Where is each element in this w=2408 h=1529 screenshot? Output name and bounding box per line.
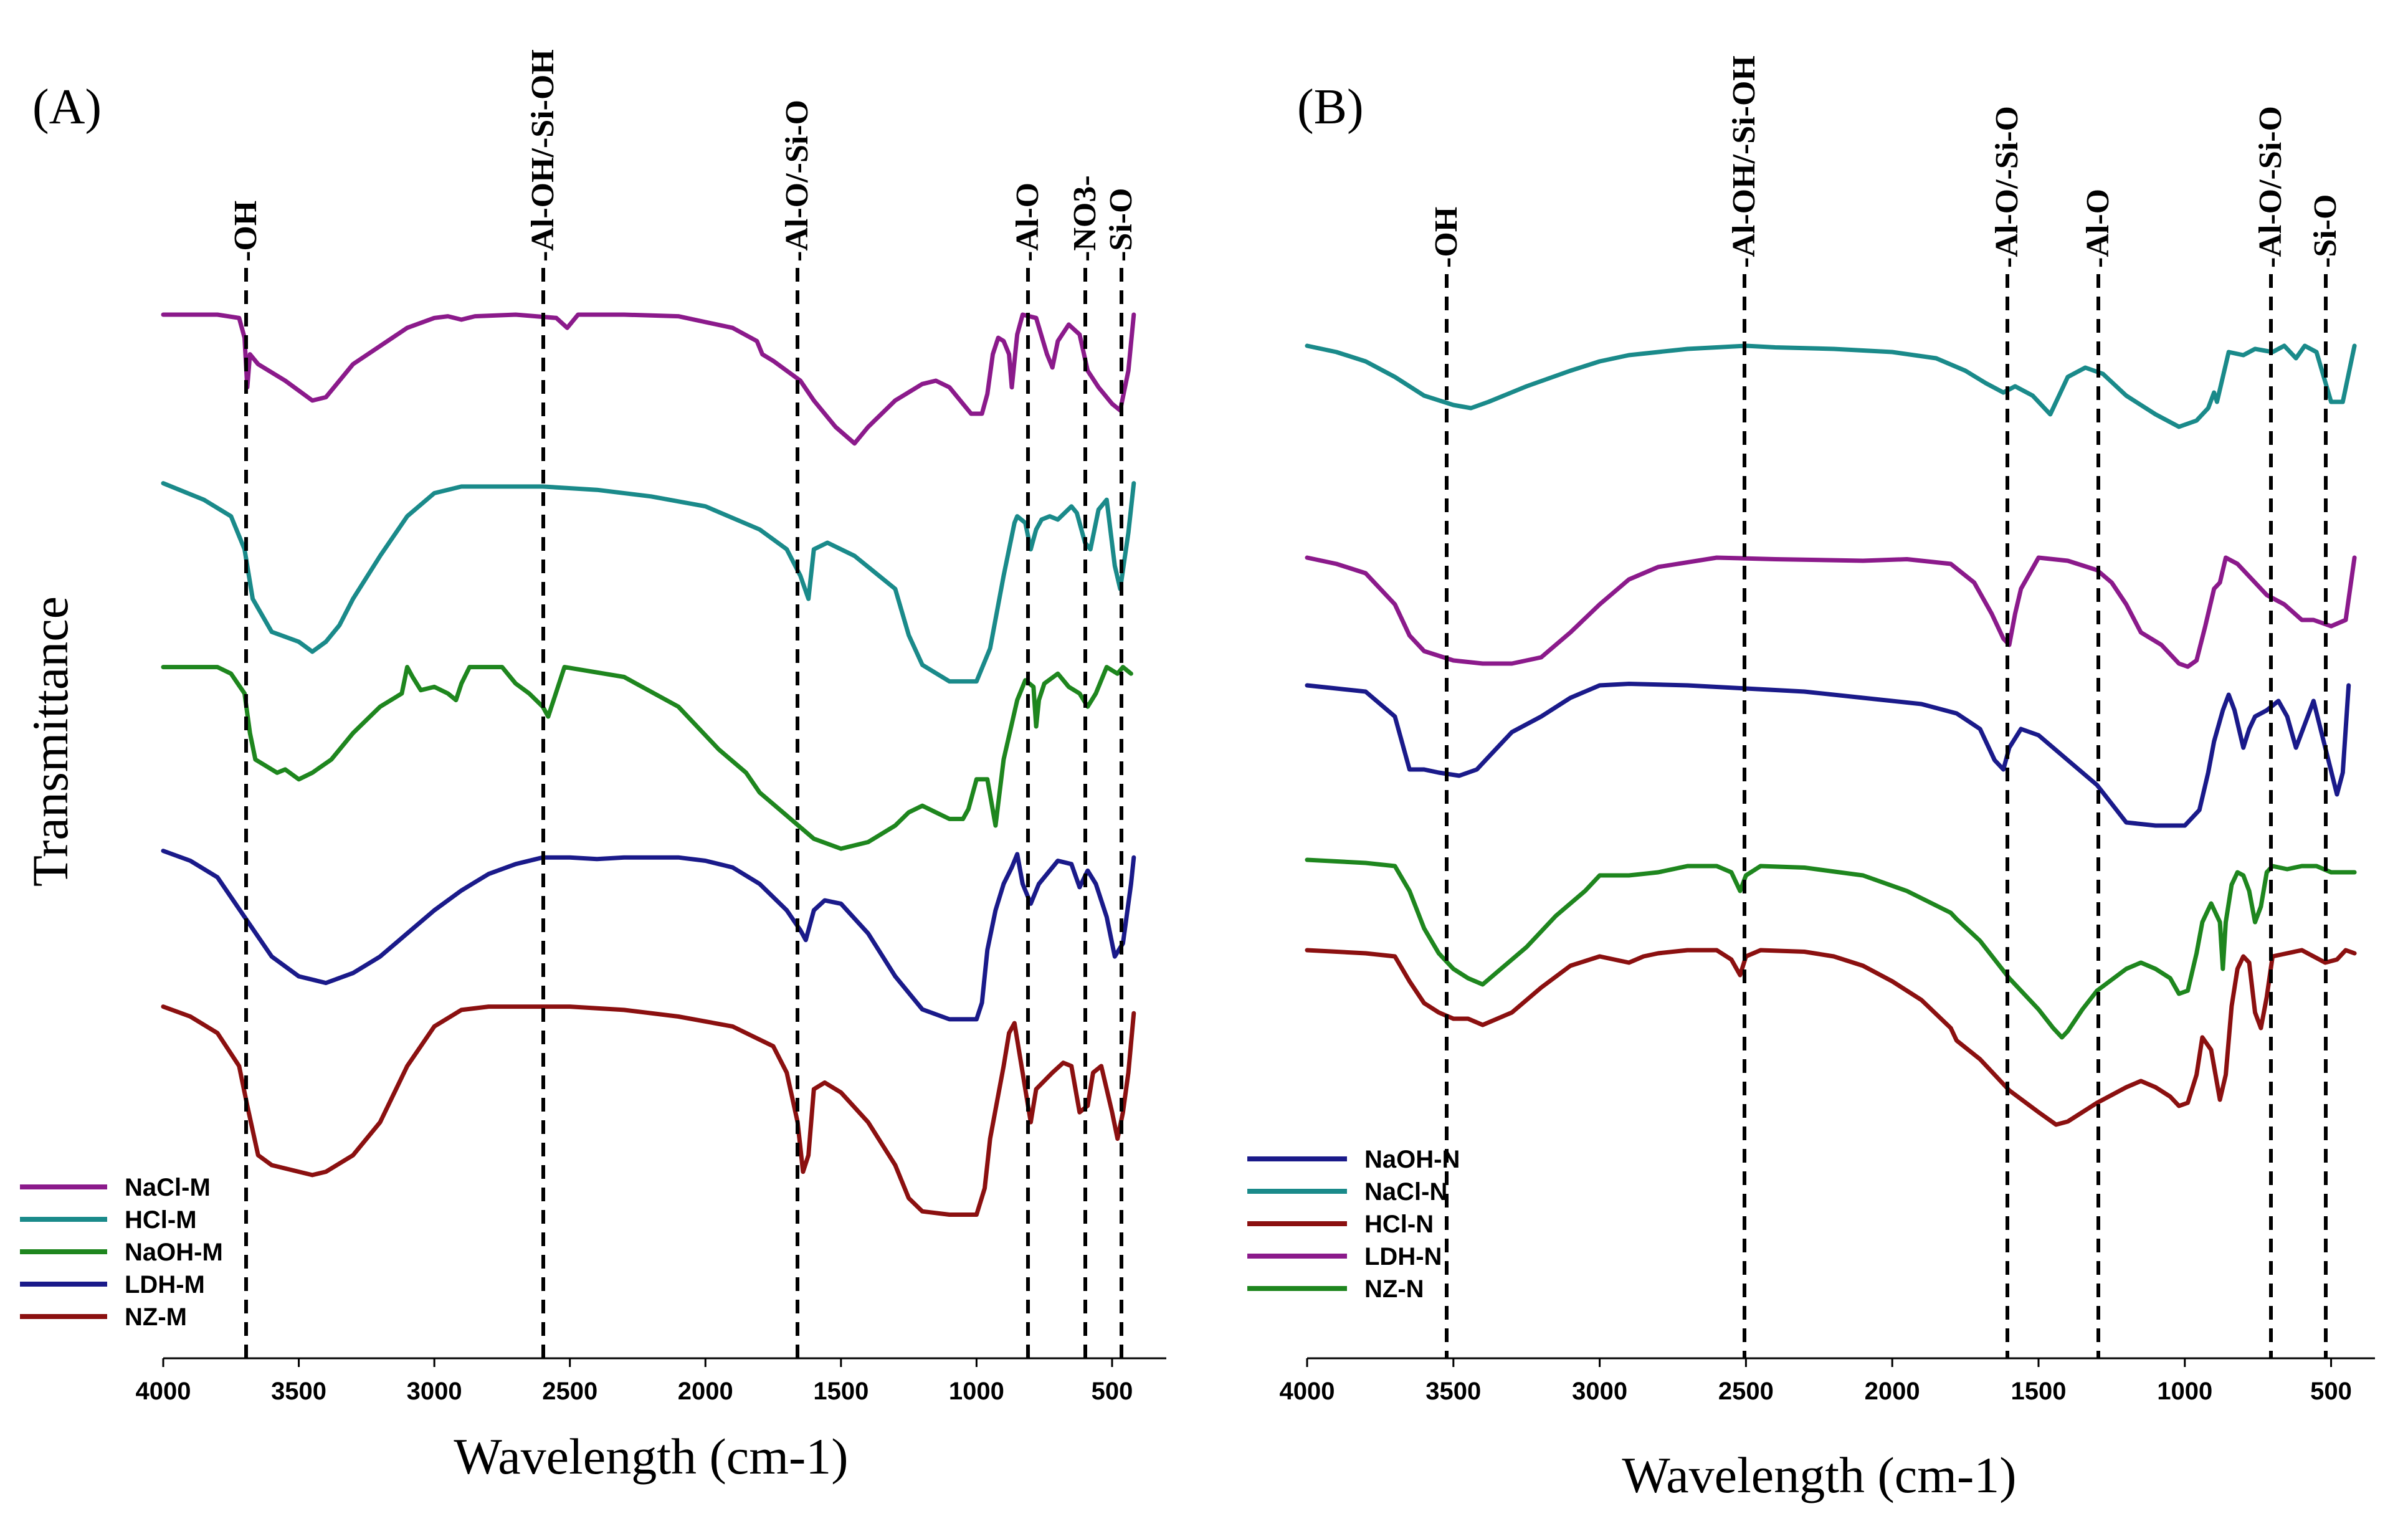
legend-label: NaCl-M: [125, 1174, 211, 1201]
annotation-label: -Si-O: [2308, 194, 2343, 268]
legend-label: LDH-M: [125, 1271, 205, 1298]
annotation-label: -Al-O/-Si-O: [2253, 106, 2288, 268]
x-tick-label: 1000: [2157, 1378, 2212, 1405]
x-tick-label: 4000: [136, 1378, 191, 1405]
panel-label-a: (A): [32, 80, 102, 135]
chart-panel-b: 4000 3500 3000 2500 2000 1500 1000 500-OH -Al-OH…: [1247, 55, 2375, 1405]
series-line-ldh-n: [1305, 555, 2357, 669]
annotation-label: -Al-OH/-Si-OH: [525, 49, 561, 262]
legend-label: HCl-M: [125, 1206, 197, 1234]
x-tick-label: 500: [2310, 1378, 2352, 1405]
series-line-nacl-m: [161, 312, 1136, 446]
legend-label: NaOH-M: [125, 1239, 223, 1266]
annotation-label: -OH: [1429, 207, 1464, 268]
annotation-label: -OH: [228, 201, 264, 262]
x-axis-title-a: Wavelength (cm-1): [454, 1428, 848, 1485]
x-axis-title-b: Wavelength (cm-1): [1622, 1447, 2016, 1503]
panel-label-b: (B): [1297, 80, 1364, 135]
x-tick-label: 3500: [1425, 1378, 1481, 1405]
x-tick-label: 1500: [2011, 1378, 2066, 1405]
series-line-hcl-n: [1305, 948, 2357, 1127]
x-tick-label: 4000: [1280, 1378, 1335, 1405]
annotation-label: -Al-O: [1010, 183, 1045, 262]
series-line-ldh-m: [161, 849, 1136, 1022]
series-line-hcl-m: [161, 481, 1136, 684]
legend-label: NZ-M: [125, 1303, 187, 1331]
legend-label: NaCl-N: [1364, 1178, 1447, 1206]
series-line-naoh-n: [1305, 682, 2351, 828]
series-line-nz-m: [161, 1004, 1136, 1217]
legend-label: NZ-N: [1364, 1275, 1424, 1303]
x-tick-label: 1000: [949, 1378, 1004, 1405]
series-line-nz-n: [1305, 857, 2357, 1040]
legend-label: NaOH-N: [1364, 1146, 1460, 1173]
series-line-naoh-m: [161, 665, 1133, 851]
annotation-label: -Al-O: [2080, 189, 2116, 268]
series-line-nacl-n: [1305, 343, 2357, 429]
chart-panel-a: 4000 3500 3000 2500 2000 1500 1000 500-OH -Al-OH…: [20, 49, 1166, 1405]
y-axis-title-a: Transmittance: [22, 596, 79, 887]
x-tick-label: 3500: [271, 1378, 326, 1405]
x-tick-label: 3000: [1572, 1378, 1627, 1405]
legend-label: LDH-N: [1364, 1243, 1442, 1270]
annotation-label: -Al-O/-Si-O: [1989, 106, 2025, 268]
x-tick-label: 500: [1092, 1378, 1133, 1405]
x-tick-label: 2000: [678, 1378, 733, 1405]
annotation-label: -NO3-: [1067, 175, 1103, 262]
annotation-label: -Al-O/-Si-O: [779, 100, 815, 262]
annotation-label: -Al-OH/-Si-OH: [1726, 55, 1762, 268]
x-tick-label: 2500: [1718, 1378, 1774, 1405]
x-tick-label: 1500: [813, 1378, 868, 1405]
x-tick-label: 2000: [1865, 1378, 1920, 1405]
annotation-label: -Si-O: [1103, 188, 1139, 262]
x-tick-label: 2500: [542, 1378, 597, 1405]
x-tick-label: 3000: [407, 1378, 462, 1405]
legend-label: HCl-N: [1364, 1211, 1434, 1238]
